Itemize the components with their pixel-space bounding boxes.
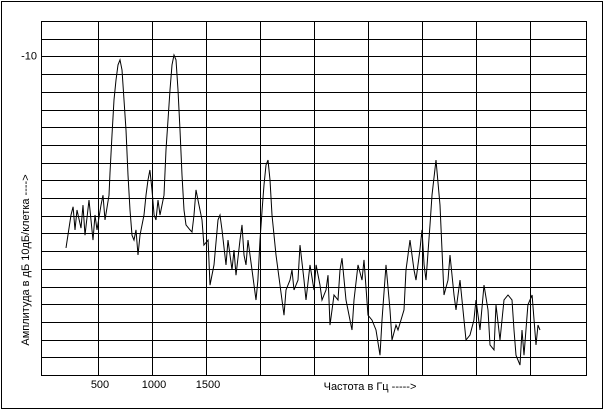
spectrum-line <box>65 53 541 366</box>
x-tick-label: 500 <box>91 379 109 391</box>
x-axis-label: Частота в Гц -----> <box>324 381 417 393</box>
x-tick-label: 1500 <box>196 379 220 391</box>
y-tick-label: -10 <box>21 50 37 62</box>
x-tick-label: 1000 <box>142 379 166 391</box>
y-axis-label: Амплитуда в дБ 10дБ/клетка ----> <box>20 174 32 345</box>
